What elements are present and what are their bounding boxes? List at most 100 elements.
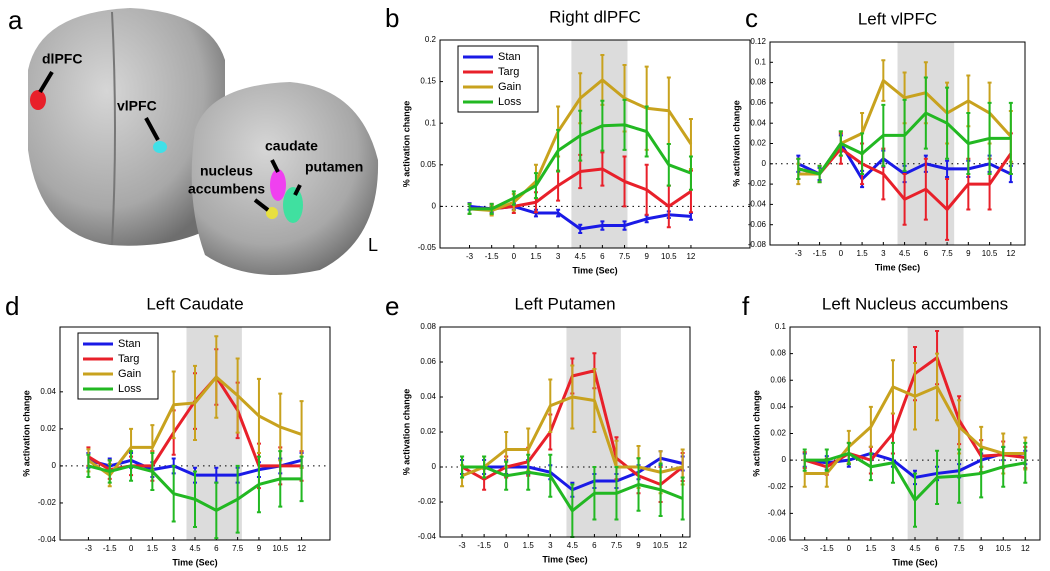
axes-frame	[59, 326, 331, 541]
x-tick-label: 7.5	[611, 541, 623, 550]
series-line	[469, 123, 692, 211]
y-tick-label: 0.1	[775, 322, 787, 331]
nacc-blob	[266, 207, 278, 219]
x-tick-label: -3	[801, 544, 809, 553]
y-tick-label: 0	[432, 462, 437, 471]
x-axis-label: Time (Sec)	[892, 557, 937, 567]
y-tick-label: 0	[762, 159, 767, 168]
legend-label: Targ	[118, 353, 139, 365]
x-tick-label: 7.5	[619, 252, 631, 261]
x-tick-label: 4.5	[899, 249, 911, 258]
region-label: putamen	[305, 159, 363, 175]
y-tick-label: 0.02	[770, 429, 786, 438]
y-axis-label: % activation change	[401, 389, 411, 476]
putamen-blob	[283, 187, 303, 223]
x-tick-label: 9	[979, 544, 984, 553]
region-label: caudate	[265, 138, 318, 154]
x-tick-label: 3	[891, 544, 896, 553]
x-tick-label: 3	[881, 249, 886, 258]
x-axis-label: Time (Sec)	[572, 265, 617, 275]
x-tick-label: 7.5	[942, 249, 954, 258]
y-tick-label: -0.04	[38, 535, 57, 544]
x-tick-label: 4.5	[567, 541, 579, 550]
x-tick-label: 7.5	[232, 544, 244, 553]
x-tick-label: 10.5	[982, 249, 998, 258]
x-tick-label: 4.5	[189, 544, 201, 553]
y-tick-label: 0.1	[755, 57, 767, 66]
error-bar	[796, 157, 801, 181]
x-tick-label: 1.5	[147, 544, 159, 553]
series-line	[461, 395, 683, 478]
x-tick-label: 1.5	[857, 249, 869, 258]
y-tick-label: 0.08	[770, 349, 786, 358]
y-tick-label: 0.1	[425, 118, 437, 127]
panel: c Left vlPFC Time (Sec) % activation change…	[731, 3, 1026, 272]
x-tick-label: -1.5	[477, 541, 491, 550]
x-tick-label: 4.5	[575, 252, 587, 261]
x-tick-label: 12	[686, 252, 695, 261]
y-tick-label: 0.02	[40, 424, 56, 433]
x-tick-label: 3	[548, 541, 553, 550]
x-tick-label: 0	[847, 544, 852, 553]
chart-title: Left vlPFC	[858, 9, 937, 28]
legend-label: Gain	[118, 368, 141, 380]
x-tick-label: 6	[592, 541, 597, 550]
y-tick-label: 0.15	[420, 77, 436, 86]
y-tick-label: 0	[782, 455, 787, 464]
brain-front	[28, 8, 225, 246]
legend-label: Stan	[498, 51, 521, 63]
y-tick-label: -0.08	[748, 240, 767, 249]
chart-title: Left Putamen	[514, 294, 615, 313]
x-axis-label: Time (Sec)	[875, 262, 920, 272]
x-tick-label: 10.5	[995, 544, 1011, 553]
panel-letter: a	[8, 5, 23, 35]
x-tick-label: 6	[600, 252, 605, 261]
series-line	[804, 451, 1026, 502]
x-tick-label: 1.5	[530, 252, 542, 261]
y-tick-label: -0.02	[768, 482, 787, 491]
y-tick-label: 0.05	[420, 160, 436, 169]
x-tick-label: 1.5	[523, 541, 535, 550]
axes-frame	[439, 326, 691, 538]
x-tick-label: 0	[512, 252, 517, 261]
y-tick-label: -0.02	[748, 179, 767, 188]
error-bar	[299, 455, 304, 503]
y-tick-label: 0.06	[770, 375, 786, 384]
panel: f Left Nucleus accumbens Time (Sec) % activ…	[742, 291, 1041, 567]
panel: b Right dlPFC Time (Sec) % activation chang…	[385, 3, 751, 275]
x-tick-label: -1.5	[485, 252, 499, 261]
y-tick-label: -0.06	[748, 220, 767, 229]
y-tick-label: -0.04	[768, 508, 787, 517]
x-tick-label: 9	[966, 249, 971, 258]
x-axis-label: Time (Sec)	[542, 554, 587, 564]
y-tick-label: -0.05	[418, 243, 437, 252]
series-line	[87, 375, 303, 477]
panel-letter: f	[742, 291, 750, 321]
brain-panel: a dlPFC vlPFC caudate putamen nucleus ac…	[8, 5, 379, 275]
chart-title: Right dlPFC	[549, 7, 641, 26]
chart-title: Left Caudate	[146, 294, 243, 313]
x-tick-label: -3	[795, 249, 803, 258]
x-tick-label: 6	[924, 249, 929, 258]
x-tick-label: 6	[935, 544, 940, 553]
y-tick-label: 0.08	[420, 322, 436, 331]
x-tick-label: 1.5	[865, 544, 877, 553]
axes-frame	[769, 41, 1026, 246]
x-tick-label: 3	[171, 544, 176, 553]
x-tick-label: 12	[678, 541, 687, 550]
x-tick-label: 9	[257, 544, 262, 553]
y-tick-label: 0.04	[420, 392, 436, 401]
y-axis-label: % activation change	[731, 100, 741, 187]
dlpfc-blob	[30, 90, 46, 110]
panel-letter: e	[385, 291, 399, 321]
pointers	[38, 70, 302, 212]
series-line	[462, 465, 684, 513]
series-line	[797, 147, 1013, 211]
y-tick-label: -0.04	[418, 532, 437, 541]
legend-label: Loss	[118, 383, 142, 395]
y-tick-label: 0.06	[420, 357, 436, 366]
x-tick-label: -1.5	[103, 544, 117, 553]
y-tick-label: -0.04	[748, 200, 767, 209]
region-label: accumbens	[188, 181, 265, 197]
y-axis-label: % activation change	[751, 390, 761, 477]
